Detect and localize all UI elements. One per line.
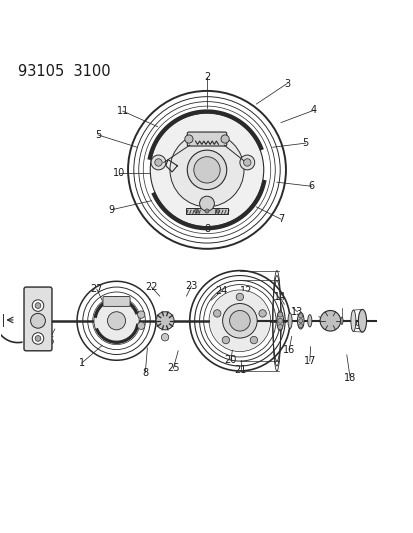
Ellipse shape xyxy=(307,314,311,327)
Circle shape xyxy=(298,324,302,328)
Text: 93105  3100: 93105 3100 xyxy=(18,63,110,79)
Circle shape xyxy=(170,133,243,207)
FancyBboxPatch shape xyxy=(103,296,130,306)
Circle shape xyxy=(156,312,174,330)
Circle shape xyxy=(209,291,269,351)
Circle shape xyxy=(31,313,45,328)
Circle shape xyxy=(277,325,282,329)
Circle shape xyxy=(187,150,226,190)
Circle shape xyxy=(222,303,256,338)
Text: 6: 6 xyxy=(308,181,314,191)
Text: 12: 12 xyxy=(239,286,252,296)
Circle shape xyxy=(137,311,145,318)
Text: 25: 25 xyxy=(166,364,179,374)
Text: 13: 13 xyxy=(291,306,303,317)
Circle shape xyxy=(154,159,162,166)
Text: 9: 9 xyxy=(108,205,114,215)
Text: 22: 22 xyxy=(145,282,157,292)
Ellipse shape xyxy=(340,317,342,325)
Text: 16: 16 xyxy=(282,344,294,354)
Text: 21: 21 xyxy=(234,365,246,375)
Circle shape xyxy=(319,311,340,331)
Circle shape xyxy=(239,155,254,170)
Text: 14: 14 xyxy=(273,292,286,302)
Circle shape xyxy=(277,318,282,323)
Text: 23: 23 xyxy=(185,281,197,291)
Text: 5: 5 xyxy=(95,130,101,140)
Text: 15: 15 xyxy=(319,316,332,326)
Ellipse shape xyxy=(350,310,355,332)
Circle shape xyxy=(249,336,257,344)
Text: 8: 8 xyxy=(204,224,209,233)
Text: 27: 27 xyxy=(90,284,103,294)
Circle shape xyxy=(184,135,192,143)
Text: 3: 3 xyxy=(283,78,290,88)
Circle shape xyxy=(94,298,139,343)
Text: 24: 24 xyxy=(215,286,227,296)
Text: 2: 2 xyxy=(203,72,210,82)
Text: 1: 1 xyxy=(78,358,84,368)
Circle shape xyxy=(236,293,243,301)
Bar xyxy=(185,208,228,214)
Circle shape xyxy=(243,159,250,166)
Circle shape xyxy=(194,209,198,213)
Circle shape xyxy=(107,312,125,330)
Text: 20: 20 xyxy=(224,356,237,365)
Circle shape xyxy=(221,135,229,143)
Circle shape xyxy=(32,300,44,311)
Circle shape xyxy=(35,336,41,341)
Circle shape xyxy=(151,155,166,170)
Circle shape xyxy=(277,312,282,317)
Text: 17: 17 xyxy=(303,356,315,366)
Circle shape xyxy=(222,336,229,344)
FancyBboxPatch shape xyxy=(24,287,52,351)
Circle shape xyxy=(137,322,145,329)
Text: 5: 5 xyxy=(302,138,308,148)
Circle shape xyxy=(213,310,221,317)
FancyBboxPatch shape xyxy=(187,132,226,146)
Text: 4: 4 xyxy=(310,105,316,115)
Text: 19: 19 xyxy=(349,321,361,331)
Ellipse shape xyxy=(276,311,283,330)
Text: 10: 10 xyxy=(112,168,124,177)
Circle shape xyxy=(161,334,169,341)
Circle shape xyxy=(35,303,41,309)
Circle shape xyxy=(229,311,249,331)
Text: 7: 7 xyxy=(277,214,283,224)
Circle shape xyxy=(204,209,209,213)
Circle shape xyxy=(298,314,302,318)
Circle shape xyxy=(199,196,214,211)
Text: 18: 18 xyxy=(343,373,355,383)
Text: 11: 11 xyxy=(116,106,128,116)
Circle shape xyxy=(32,333,44,344)
Circle shape xyxy=(193,157,220,183)
Ellipse shape xyxy=(297,312,303,329)
Ellipse shape xyxy=(287,313,292,329)
Circle shape xyxy=(298,319,302,323)
Circle shape xyxy=(215,209,219,213)
Text: 8: 8 xyxy=(142,368,148,377)
Circle shape xyxy=(258,310,266,317)
Circle shape xyxy=(150,113,263,227)
Ellipse shape xyxy=(358,310,366,332)
Text: 26: 26 xyxy=(43,336,55,346)
